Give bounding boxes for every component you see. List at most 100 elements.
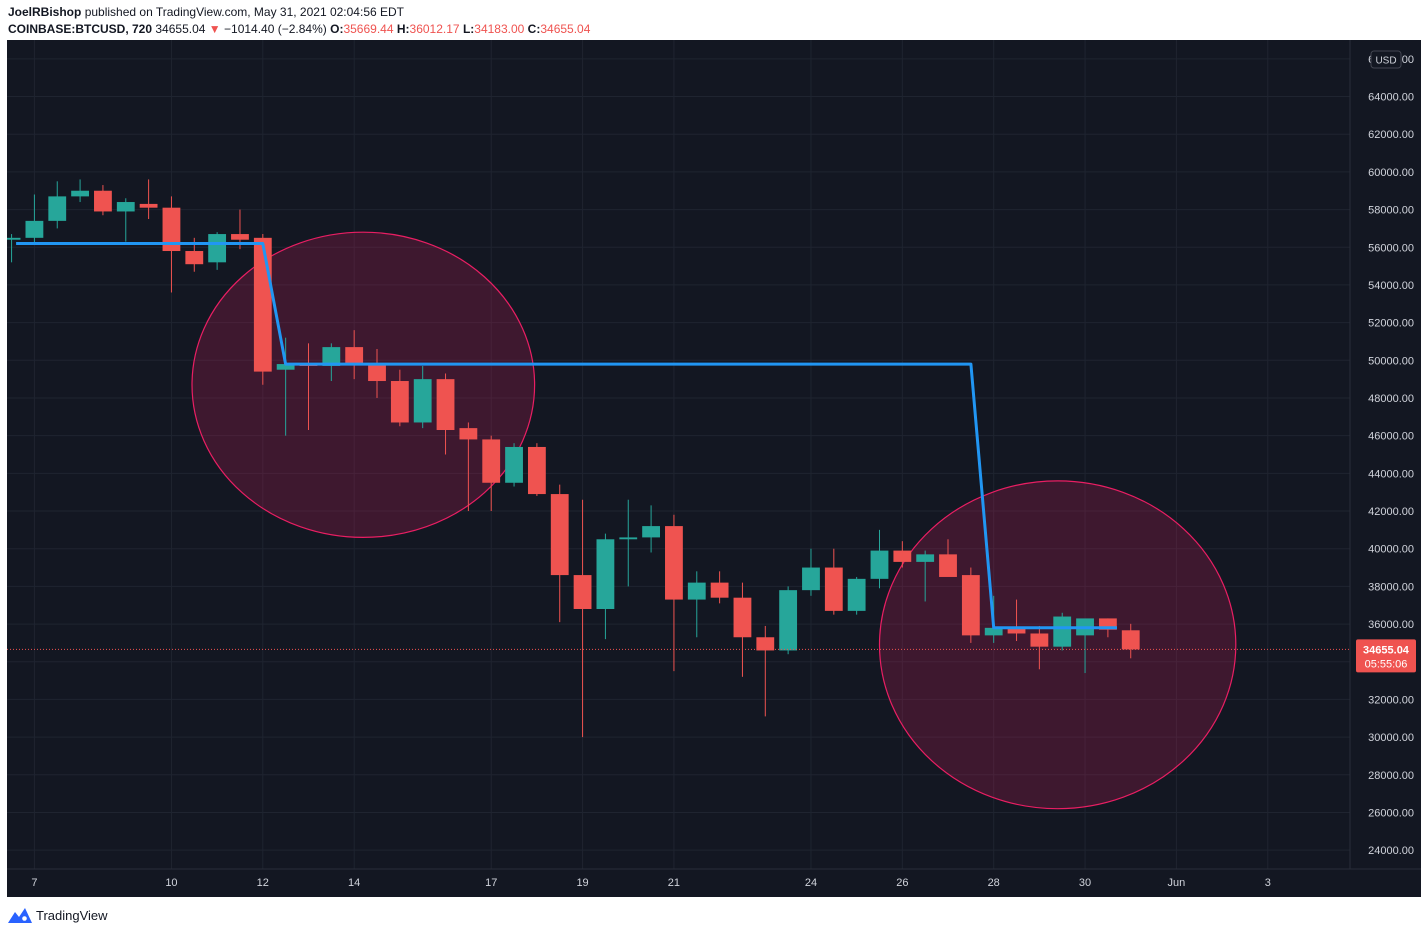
candle-body [459,428,478,440]
candle-body [527,446,546,495]
candle-down [665,514,683,672]
candle-up [1053,612,1072,651]
x-tick-label: 7 [31,877,37,889]
candle-up [847,576,866,615]
candle-body [345,347,364,365]
y-tick-label: 42000.00 [1368,506,1414,518]
candle-body [7,237,21,240]
x-tick-label: 10 [165,877,177,889]
candle-body [984,627,1003,636]
candle-up [322,343,341,382]
candle-down [939,539,957,577]
candle-down [459,422,478,512]
candle-down [733,582,752,677]
level-line-layer [16,242,1117,630]
ohlc-legend: COINBASE:BTCUSD, 720 34655.04 ▼ −1014.40… [8,22,590,36]
high-value: 36012.17 [409,22,460,36]
candle-body [139,203,158,208]
candle-down [390,369,409,427]
x-tick-label: 19 [576,877,588,889]
candle-up [208,232,227,270]
candle-body [1007,627,1026,634]
candle-up [7,234,21,263]
currency-badge[interactable]: USD [1370,50,1402,69]
candle-body [596,539,615,609]
y-tick-label: 26000.00 [1368,807,1414,819]
candle-body [961,575,980,636]
candle-down [710,571,729,604]
tradingview-brand[interactable]: TradingView [8,907,108,923]
tradingview-brand-text: TradingView [36,907,108,923]
candle-down [345,330,364,380]
candle-body [847,578,866,611]
candle-up [596,533,615,640]
close-label: C: [527,22,541,36]
candle-body [482,439,501,483]
candle-up [276,337,295,436]
candle-body [25,220,44,238]
candle-body [939,554,957,577]
last-price-label: 34655.04 [155,22,206,36]
candlestick-chart[interactable]: 66000.0064000.0062000.0060000.0058000.00… [7,40,1421,897]
candle-body [665,526,683,600]
candle-body [710,582,729,598]
y-tick-label: 28000.00 [1368,770,1414,782]
candle-body [1030,633,1049,647]
tradingview-logo-icon [8,908,32,923]
y-tick-label: 52000.00 [1368,318,1414,330]
candle-up [802,548,820,596]
symbol-label: COINBASE:BTCUSD, 720 [8,22,153,36]
x-tick-label: 30 [1079,877,1091,889]
y-tick-label: 58000.00 [1368,205,1414,217]
highlight-ellipse [191,231,536,538]
down-arrow-icon: ▼ [208,22,221,36]
candle-down [573,499,592,738]
candle-up [25,194,44,244]
candle-body [802,567,820,591]
candle-body [550,494,569,576]
y-tick-label: 54000.00 [1368,280,1414,292]
candle-body [322,347,341,366]
candle-up [619,499,638,587]
candle-down [253,234,272,385]
candle-up [779,586,798,655]
chart-pane[interactable]: 66000.0064000.0062000.0060000.0058000.00… [7,40,1421,897]
price-axis[interactable]: 66000.0064000.0062000.0060000.0058000.00… [1368,54,1414,857]
candle-body [779,590,798,651]
candle-down [436,373,455,455]
candle-body [276,364,295,370]
candle-down [94,185,112,216]
candle-down [1121,623,1140,659]
x-tick-label: 3 [1265,877,1271,889]
candle-body [642,526,660,538]
candle-body [893,550,912,562]
close-value: 34655.04 [540,22,591,36]
publish-info: JoelRBishop published on TradingView.com… [8,5,404,19]
y-tick-label: 30000.00 [1368,732,1414,744]
x-tick-label: 28 [988,877,1000,889]
candle-up [413,365,432,429]
candle-body [71,190,89,197]
bar-countdown: 05:55:06 [1365,658,1408,670]
author-name[interactable]: JoelRBishop [8,5,82,19]
candle-body [1098,618,1117,630]
candle-body [916,554,935,562]
candle-up [642,505,660,553]
candle-down [368,348,386,398]
y-tick-label: 40000.00 [1368,544,1414,556]
candle-body [619,537,638,540]
y-tick-label: 24000.00 [1368,845,1414,857]
candle-down [550,484,569,623]
x-tick-label: 26 [896,877,908,889]
x-tick-label: 17 [485,877,497,889]
chart-background [7,40,1421,897]
candle-down [527,443,546,496]
time-axis[interactable]: 7 10 12 14 17 19 21 24 26 28 30 Jun 3 [31,877,1270,889]
last-price-value: 34655.04 [1363,644,1410,656]
open-value: 35669.44 [343,22,394,36]
y-tick-label: 46000.00 [1368,431,1414,443]
x-tick-label: 24 [805,877,817,889]
candle-body [436,379,455,431]
candle-body [756,637,775,651]
candle-body [870,550,889,579]
